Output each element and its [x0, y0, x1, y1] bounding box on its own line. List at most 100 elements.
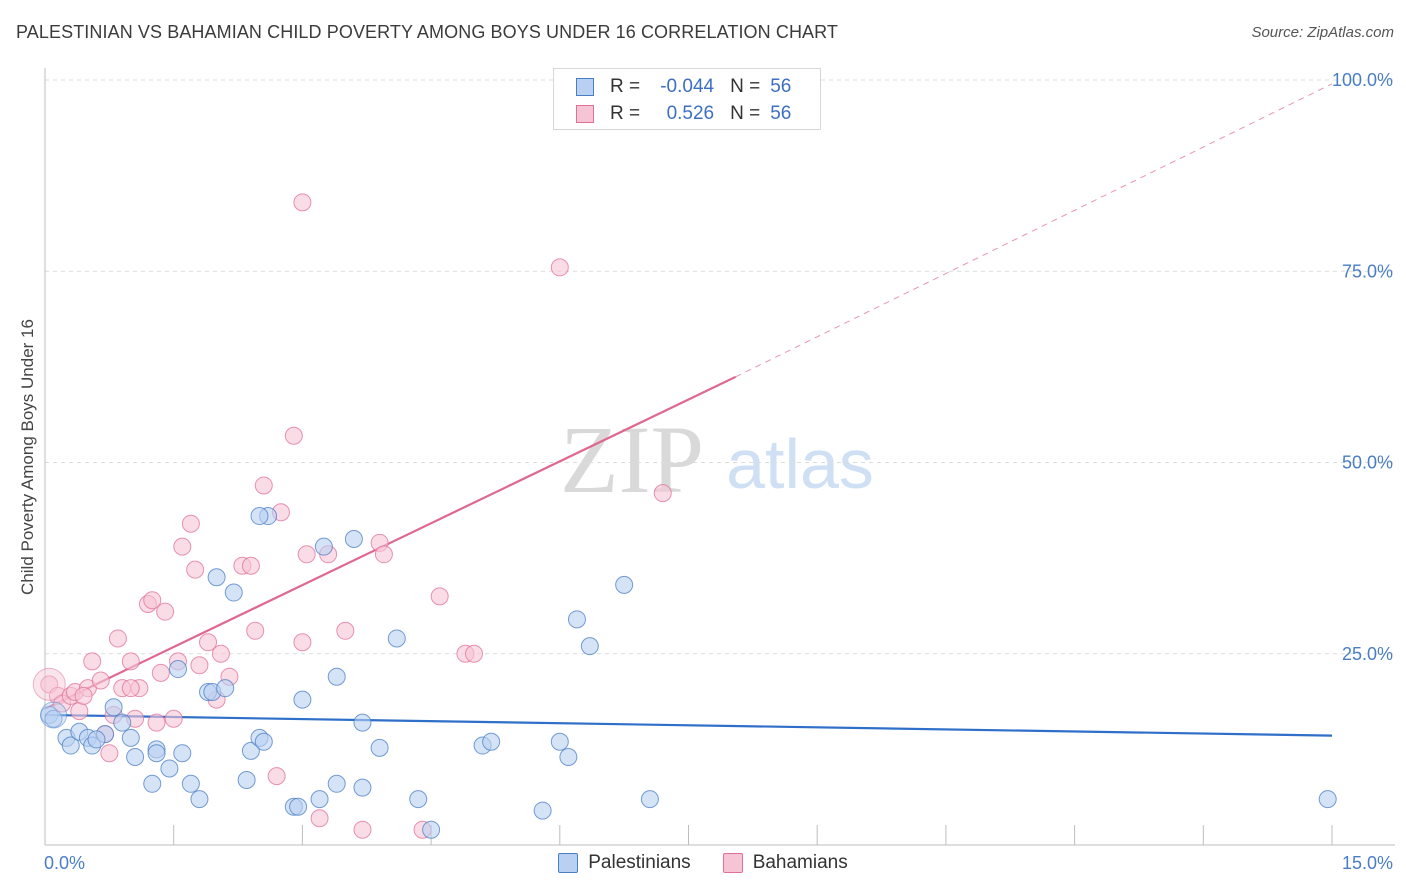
- point-bahamian: [246, 621, 265, 640]
- legend-r-label: R =: [610, 103, 641, 124]
- point-bahamian: [374, 545, 393, 564]
- point-palestinian: [422, 820, 441, 839]
- x-tick-label: 0.0%: [44, 853, 85, 873]
- legend-r-value: 0.526: [666, 103, 715, 124]
- legend-label: Bahamians: [752, 852, 848, 873]
- point-palestinian: [104, 698, 123, 717]
- legend-swatch-blue: [576, 78, 594, 96]
- point-bahamian: [70, 702, 89, 721]
- legend-row-bahamians: R = 0.526 N = 56: [576, 102, 791, 126]
- point-palestinian: [254, 732, 273, 751]
- point-bahamian: [430, 587, 449, 606]
- point-bahamian: [186, 560, 205, 579]
- point-bahamian: [181, 514, 200, 533]
- point-palestinian: [181, 774, 200, 793]
- legend-swatch-pink: [576, 105, 594, 123]
- point-bahamian: [173, 537, 192, 556]
- point-palestinian: [224, 583, 243, 602]
- legend-n-label: N =: [730, 76, 761, 97]
- point-palestinian: [580, 637, 599, 656]
- point-bahamian-large: [32, 667, 66, 701]
- point-bahamian: [147, 713, 166, 732]
- point-palestinian: [314, 537, 333, 556]
- point-palestinian: [126, 748, 145, 767]
- point-palestinian: [113, 713, 132, 732]
- point-palestinian: [44, 709, 63, 728]
- data-points: [32, 193, 1337, 839]
- point-palestinian: [387, 629, 406, 648]
- point-palestinian: [293, 690, 312, 709]
- watermark-atlas: atlas: [726, 425, 874, 503]
- point-palestinian: [370, 738, 389, 757]
- point-palestinian: [559, 748, 578, 767]
- point-palestinian: [533, 801, 552, 820]
- point-palestinian: [241, 741, 260, 760]
- point-palestinian: [327, 774, 346, 793]
- point-bahamian: [151, 663, 170, 682]
- point-palestinian: [250, 507, 269, 526]
- point-bahamian: [293, 193, 312, 212]
- legend-item-bahamians: Bahamians: [722, 852, 848, 874]
- point-bahamian: [199, 633, 218, 652]
- correlation-legend: R = -0.044 N = 56 R = 0.526 N = 56: [553, 68, 821, 130]
- point-palestinian: [147, 744, 166, 763]
- trend-lines: [44, 83, 1333, 737]
- point-palestinian: [237, 770, 256, 789]
- point-palestinian: [173, 744, 192, 763]
- watermark: ZIP atlas: [560, 406, 874, 513]
- trend-line-palestinians: [44, 713, 1333, 737]
- trend-extension-bahamians: [735, 83, 1333, 378]
- point-palestinian: [310, 790, 329, 809]
- legend-n-value: 56: [770, 103, 792, 124]
- point-palestinian: [87, 730, 106, 749]
- y-tick-label: 25.0%: [1342, 644, 1393, 664]
- point-bahamian: [100, 744, 119, 763]
- tick-labels: 25.0% 50.0% 75.0% 100.0% 0.0% 15.0%: [44, 70, 1393, 873]
- trend-line-bahamians: [44, 375, 737, 710]
- point-palestinian: [216, 679, 235, 698]
- legend-row-palestinians: R = -0.044 N = 56: [576, 75, 791, 99]
- legend-swatch-pink: [722, 853, 743, 873]
- watermark-zip: ZIP: [560, 406, 704, 513]
- point-bahamian: [91, 671, 110, 690]
- point-bahamian: [164, 709, 183, 728]
- point-bahamian: [108, 629, 127, 648]
- point-palestinian: [168, 660, 187, 679]
- point-palestinian: [160, 759, 179, 778]
- legend-r-value: -0.044: [660, 76, 715, 97]
- point-palestinian: [550, 732, 569, 751]
- point-bahamian: [211, 644, 230, 663]
- point-bahamian: [121, 679, 140, 698]
- point-bahamian: [297, 545, 316, 564]
- legend-n-label: N =: [730, 103, 761, 124]
- legend-n-value: 56: [770, 76, 792, 97]
- source-credit: Source: ZipAtlas.com: [1251, 24, 1394, 41]
- point-bahamian: [143, 591, 162, 610]
- point-palestinian-large: [40, 701, 68, 729]
- point-palestinian: [482, 732, 501, 751]
- y-tick-label: 100.0%: [1332, 70, 1393, 90]
- point-palestinian: [353, 713, 372, 732]
- x-tick-label: 15.0%: [1342, 853, 1393, 873]
- point-bahamian: [465, 644, 483, 663]
- legend-r-label: R =: [610, 76, 641, 97]
- point-palestinian: [61, 736, 80, 755]
- point-bahamian: [83, 652, 102, 671]
- point-bahamian: [241, 556, 260, 575]
- point-bahamian: [336, 621, 355, 640]
- point-palestinian: [190, 790, 209, 809]
- point-palestinian: [615, 575, 634, 594]
- point-palestinian: [121, 728, 140, 747]
- point-bahamian: [284, 426, 303, 445]
- point-bahamian: [121, 652, 140, 671]
- point-bahamian: [267, 767, 286, 786]
- point-palestinian: [640, 790, 659, 809]
- point-bahamian: [254, 476, 273, 495]
- point-palestinian: [567, 610, 586, 629]
- legend-swatch-blue: [558, 853, 579, 873]
- point-bahamian: [74, 686, 93, 705]
- series-legend: Palestinians Bahamians: [0, 852, 1406, 874]
- point-bahamian: [293, 633, 312, 652]
- point-palestinian: [409, 790, 428, 809]
